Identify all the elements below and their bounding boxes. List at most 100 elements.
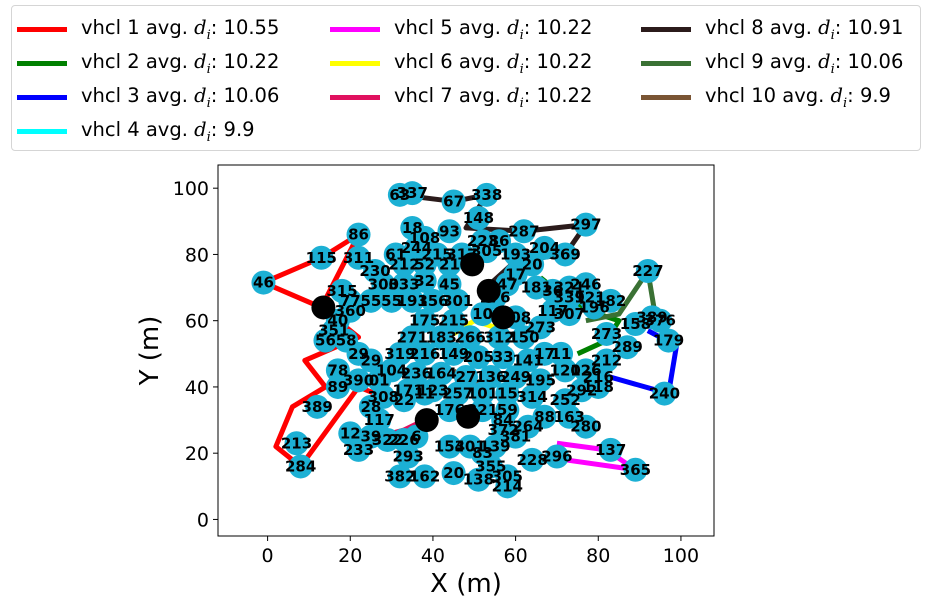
y-tick-label: 40 xyxy=(185,377,209,399)
node-label: 230 xyxy=(359,262,390,280)
node-point xyxy=(420,378,445,403)
node-label: 20 xyxy=(522,255,543,273)
node-label: 83 xyxy=(472,444,493,462)
legend-entry-7: vhcl 7 avg. di: 10.22 xyxy=(330,80,592,114)
node-label: 93 xyxy=(439,222,460,240)
node-label: 312 xyxy=(483,328,514,346)
depot-markers xyxy=(311,252,516,433)
node-label: 233 xyxy=(343,441,374,459)
node-point xyxy=(412,252,437,277)
node-point xyxy=(346,245,371,270)
node-label: 84 xyxy=(493,411,514,429)
node-point xyxy=(466,467,491,492)
node-label: 17 xyxy=(505,265,526,283)
node-label: 333 xyxy=(388,275,419,293)
depot-point xyxy=(491,305,516,330)
node-label: 381 xyxy=(500,428,531,446)
node-label: 120 xyxy=(550,361,581,379)
legend-swatch xyxy=(330,26,380,32)
legend-swatch xyxy=(17,128,67,134)
node-point xyxy=(466,345,491,370)
node-point xyxy=(412,341,437,366)
node-label: 212 xyxy=(388,255,419,273)
route-vhcl-5 xyxy=(556,440,638,473)
node-point xyxy=(540,298,565,323)
node-point xyxy=(623,457,648,482)
node-label: 284 xyxy=(285,457,316,475)
node-label: 86 xyxy=(348,226,369,244)
legend-entry-5: vhcl 5 avg. di: 10.22 xyxy=(330,12,592,46)
node-point xyxy=(516,348,540,373)
node-label: 139 xyxy=(479,438,510,456)
node-point xyxy=(458,325,483,350)
legend-swatch xyxy=(330,60,380,66)
node-point xyxy=(400,325,425,350)
node-point xyxy=(532,404,557,429)
node-point xyxy=(573,272,598,297)
node-point xyxy=(288,454,313,479)
node-point xyxy=(412,464,437,489)
node-label: 27 xyxy=(456,368,477,386)
node-point xyxy=(437,434,462,459)
node-label: 308 xyxy=(368,388,399,406)
node-point xyxy=(371,384,396,409)
legend-entry-6: vhcl 6 avg. di: 10.22 xyxy=(330,46,592,80)
x-tick-label: 20 xyxy=(338,545,362,567)
node-label: 182 xyxy=(595,292,626,310)
node-label: 264 xyxy=(512,418,543,436)
node-label: 181 xyxy=(521,279,552,297)
node-label: 307 xyxy=(554,305,585,323)
node-label: 319 xyxy=(384,345,415,363)
node-point xyxy=(495,474,520,499)
node-label: 390 xyxy=(343,371,374,389)
node-label: 115 xyxy=(306,249,337,267)
node-label: 158 xyxy=(620,315,651,333)
legend-entry-9: vhcl 9 avg. di: 10.06 xyxy=(641,46,903,80)
node-label: 196 xyxy=(578,298,609,316)
node-point xyxy=(392,252,416,277)
node-label: 176 xyxy=(479,289,510,307)
node-label: 117 xyxy=(537,302,568,320)
node-point xyxy=(309,245,334,270)
node-point xyxy=(549,341,574,366)
node-label: 289 xyxy=(612,338,643,356)
legend-entry-1: vhcl 1 avg. di: 10.55 xyxy=(17,12,279,46)
node-point xyxy=(400,288,425,313)
node-label: 297 xyxy=(570,216,601,234)
node-label: 104 xyxy=(376,361,407,379)
node-label: 117 xyxy=(364,411,395,429)
node-point xyxy=(396,378,421,403)
node-label: 15 xyxy=(497,385,518,403)
node-point xyxy=(325,358,350,383)
node-label: 136 xyxy=(475,368,506,386)
node-label: 156 xyxy=(417,292,448,310)
node-label: 45 xyxy=(439,275,460,293)
node-label: 12 xyxy=(340,424,361,442)
node-label: 55 xyxy=(381,292,402,310)
node-label: 40 xyxy=(327,312,348,330)
node-point xyxy=(466,206,491,230)
node-label: 154 xyxy=(434,438,465,456)
legend-label: vhcl 7 avg. di: 10.22 xyxy=(394,83,593,111)
node-label: 321 xyxy=(554,279,585,297)
node-label: 86 xyxy=(489,232,510,250)
node-label: 193 xyxy=(397,292,428,310)
node-label: 360 xyxy=(335,302,366,320)
legend: vhcl 1 avg. di: 10.55 vhcl 2 avg. di: 10.… xyxy=(11,5,921,151)
legend-label: vhcl 9 avg. di: 10.06 xyxy=(705,49,904,77)
node-label: 77 xyxy=(340,292,361,310)
legend-swatch xyxy=(17,26,67,32)
node-label: 29 xyxy=(348,345,369,363)
node-point xyxy=(412,268,437,293)
node-point xyxy=(358,348,383,373)
node-label: 205 xyxy=(463,348,494,366)
node-point xyxy=(487,325,512,350)
node-label: 176 xyxy=(434,401,465,419)
y-tick-label: 60 xyxy=(185,311,209,333)
node-label: 215 xyxy=(438,312,469,330)
node-point xyxy=(396,444,421,469)
node-label: 17 xyxy=(534,345,555,363)
node-point xyxy=(635,259,660,283)
